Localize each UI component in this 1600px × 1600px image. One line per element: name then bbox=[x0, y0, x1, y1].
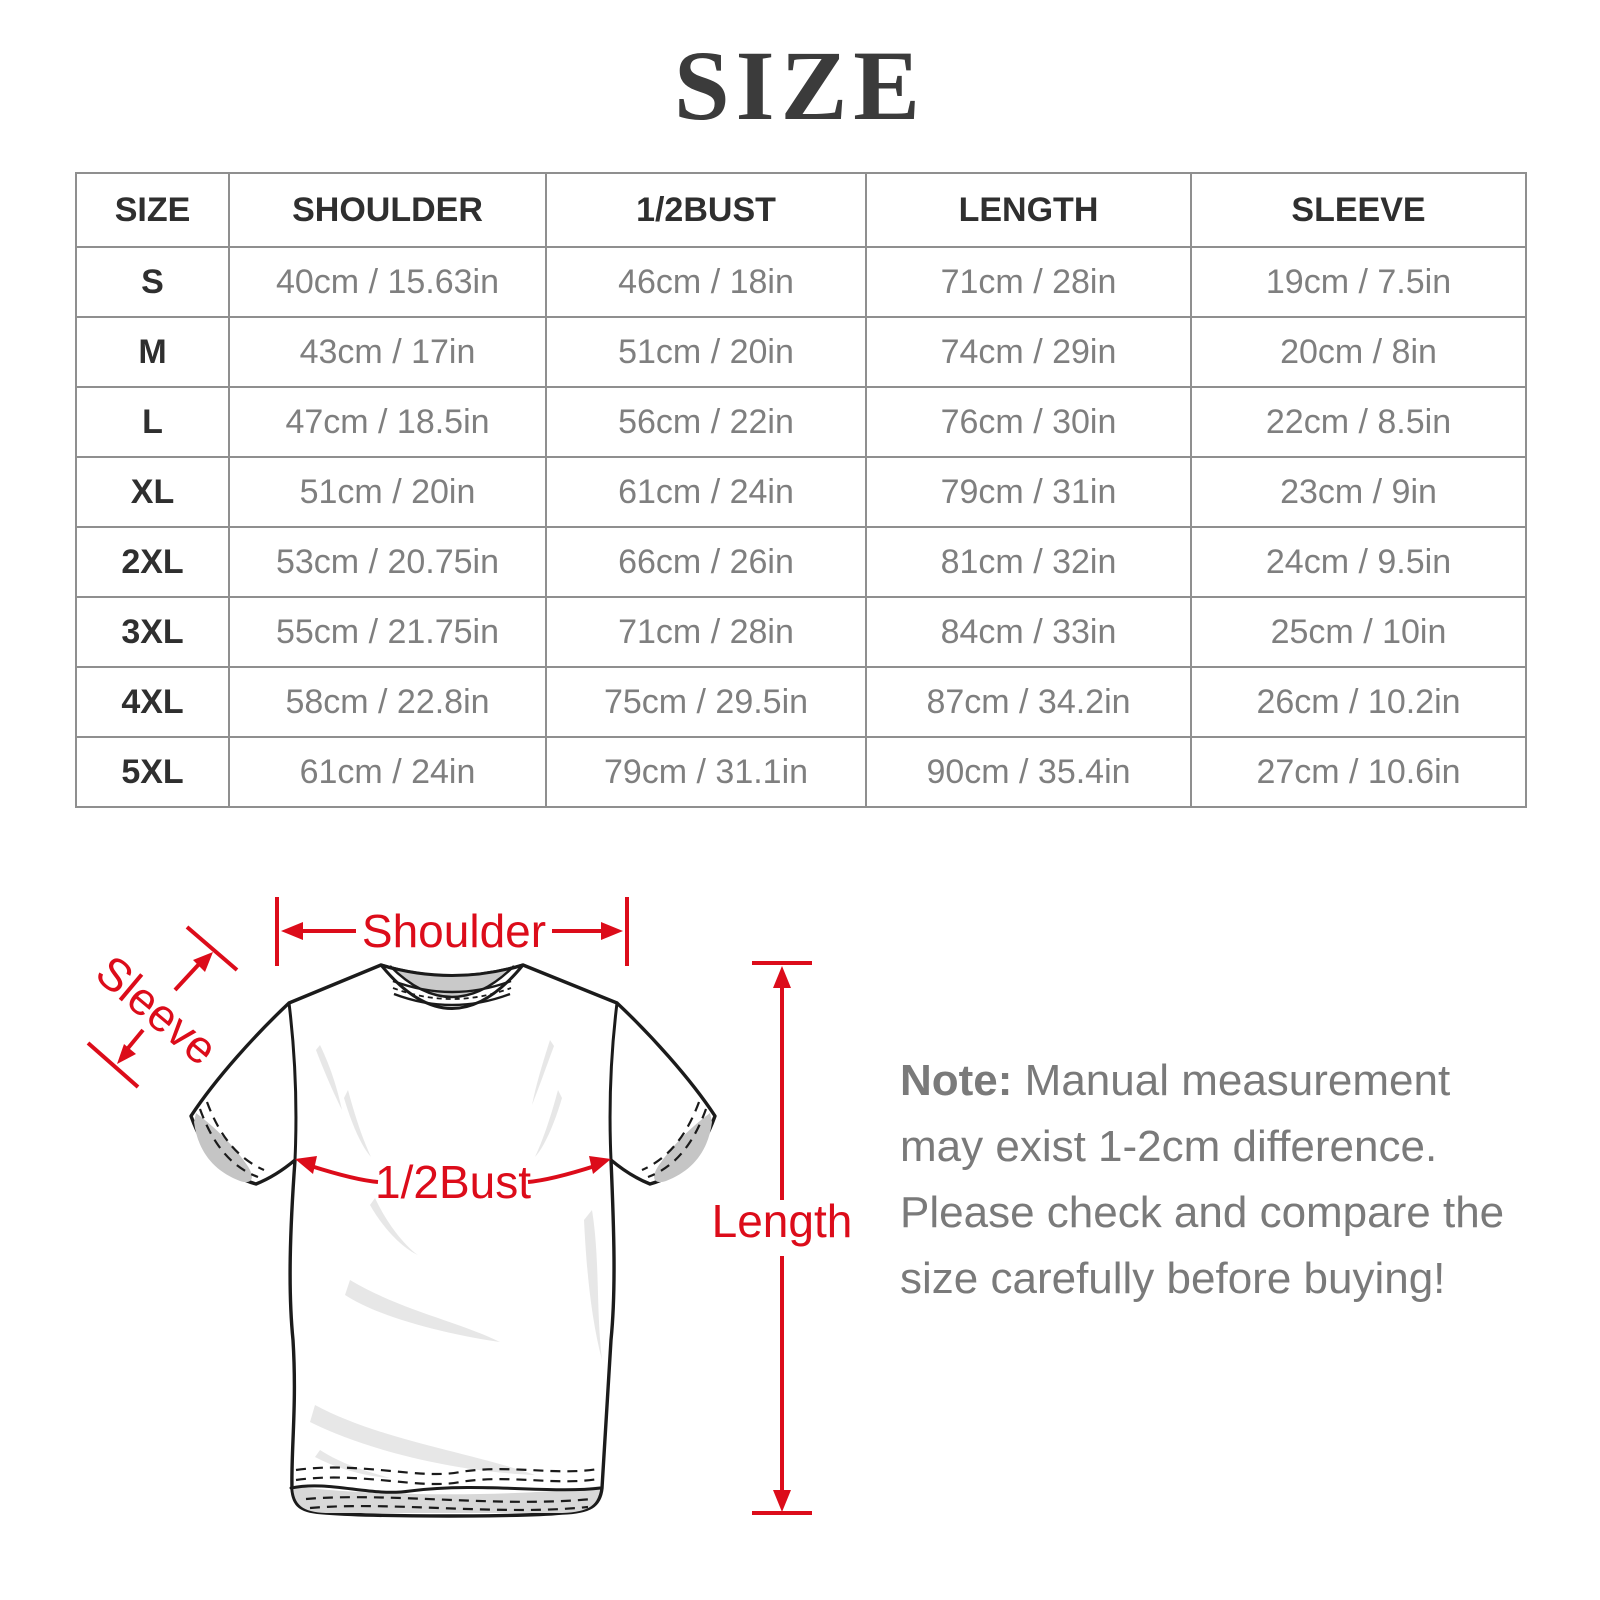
column-header-length: LENGTH bbox=[865, 172, 1192, 248]
measurement-cell: 26cm / 10.2in bbox=[1190, 666, 1527, 738]
collar-stitch-lower bbox=[393, 992, 511, 1007]
arrowhead-left bbox=[295, 1156, 317, 1174]
collar-inner-rim bbox=[389, 965, 515, 999]
measurement-cell: 58cm / 22.8in bbox=[228, 666, 547, 738]
measurement-cell: 46cm / 18in bbox=[545, 246, 867, 318]
hem-stitch-lower-2 bbox=[309, 1504, 589, 1512]
arrowhead-up bbox=[773, 966, 791, 988]
table-row: M 43cm / 17in 51cm / 20in 74cm / 29in 20cm /… bbox=[75, 316, 1527, 388]
size-table-body: S 40cm / 15.63in 46cm / 18in 71cm / 28in 19c… bbox=[75, 246, 1527, 808]
size-cell: 2XL bbox=[75, 526, 230, 598]
measurement-cell: 61cm / 24in bbox=[228, 736, 547, 808]
measurement-cell: 55cm / 21.75in bbox=[228, 596, 547, 668]
measurement-cell: 81cm / 32in bbox=[865, 526, 1192, 598]
table-header-row: SIZE SHOULDER 1/2BUST LENGTH SLEEVE bbox=[75, 172, 1527, 248]
arrowhead-right bbox=[601, 922, 623, 940]
size-table: SIZE SHOULDER 1/2BUST LENGTH SLEEVE S 40c… bbox=[75, 172, 1527, 808]
right-sleeve-seam bbox=[608, 1001, 619, 1162]
collar-stitch-upper bbox=[392, 979, 512, 994]
table-row: XL 51cm / 20in 61cm / 24in 79cm / 31in 23cm … bbox=[75, 456, 1527, 528]
hem bbox=[289, 1466, 603, 1513]
bust-measure-arrow: 1/2Bust bbox=[295, 1156, 611, 1208]
page-title: SIZE bbox=[674, 30, 926, 141]
measurement-cell: 75cm / 29.5in bbox=[545, 666, 867, 738]
shoulder-measure-arrow: Shoulder bbox=[275, 897, 629, 966]
column-header-size: SIZE bbox=[75, 172, 230, 248]
measurement-cell: 47cm / 18.5in bbox=[228, 386, 547, 458]
table-row: 4XL 58cm / 22.8in 75cm / 29.5in 87cm / 34.2… bbox=[75, 666, 1527, 738]
measurement-cell: 51cm / 20in bbox=[545, 316, 867, 388]
table-row: L 47cm / 18.5in 56cm / 22in 76cm / 30in 22cm… bbox=[75, 386, 1527, 458]
measurement-cell: 20cm / 8in bbox=[1190, 316, 1527, 388]
size-cell: 4XL bbox=[75, 666, 230, 738]
arrowhead-up-right bbox=[193, 952, 213, 972]
column-header-shoulder: SHOULDER bbox=[228, 172, 547, 248]
shoulder-label: Shoulder bbox=[362, 905, 546, 957]
measurement-cell: 74cm / 29in bbox=[865, 316, 1192, 388]
tshirt-illustration bbox=[189, 963, 717, 1518]
measurement-cell: 43cm / 17in bbox=[228, 316, 547, 388]
note-text: Note: Manual measurement may exist 1-2cm… bbox=[900, 1048, 1522, 1312]
measurement-cell: 76cm / 30in bbox=[865, 386, 1192, 458]
measurement-cell: 25cm / 10in bbox=[1190, 596, 1527, 668]
measurement-cell: 79cm / 31.1in bbox=[545, 736, 867, 808]
tshirt-measurement-diagram: Shoulder Sleeve 1/2Bust bbox=[86, 897, 853, 1518]
size-cell: M bbox=[75, 316, 230, 388]
measurement-cell: 27cm / 10.6in bbox=[1190, 736, 1527, 808]
arrowhead-down-left bbox=[117, 1044, 136, 1064]
length-measure-arrow: Length bbox=[712, 961, 853, 1515]
size-cell: 3XL bbox=[75, 596, 230, 668]
measurement-cell: 19cm / 7.5in bbox=[1190, 246, 1527, 318]
table-row: S 40cm / 15.63in 46cm / 18in 71cm / 28in 19c… bbox=[75, 246, 1527, 318]
note-body: Manual measurement may exist 1-2cm diffe… bbox=[900, 1056, 1505, 1303]
collar bbox=[379, 963, 525, 1010]
left-cuff bbox=[194, 1101, 265, 1183]
measurement-cell: 79cm / 31in bbox=[865, 456, 1192, 528]
right-cuff bbox=[641, 1101, 712, 1183]
measurement-cell: 71cm / 28in bbox=[865, 246, 1192, 318]
hem-stitch-upper-1 bbox=[295, 1466, 599, 1476]
left-sleeve-seam bbox=[287, 1001, 298, 1162]
measurement-cell: 24cm / 9.5in bbox=[1190, 526, 1527, 598]
column-header-sleeve: SLEEVE bbox=[1190, 172, 1527, 248]
arrowhead-down bbox=[773, 1490, 791, 1512]
hem-fold-line bbox=[289, 1484, 603, 1494]
hem-stitch-upper-2 bbox=[295, 1476, 599, 1486]
note-label: Note: bbox=[900, 1056, 1013, 1105]
arrowhead-right bbox=[589, 1156, 611, 1174]
measurement-cell: 66cm / 26in bbox=[545, 526, 867, 598]
measurement-cell: 56cm / 22in bbox=[545, 386, 867, 458]
bust-label: 1/2Bust bbox=[375, 1156, 531, 1208]
measurement-cell: 61cm / 24in bbox=[545, 456, 867, 528]
tshirt-body-outline bbox=[189, 963, 717, 1518]
measurement-cell: 87cm / 34.2in bbox=[865, 666, 1192, 738]
length-label: Length bbox=[712, 1195, 853, 1247]
table-row: 5XL 61cm / 24in 79cm / 31.1in 90cm / 35.4in… bbox=[75, 736, 1527, 808]
measurement-cell: 71cm / 28in bbox=[545, 596, 867, 668]
measurement-cell: 53cm / 20.75in bbox=[228, 526, 547, 598]
measurement-cell: 22cm / 8.5in bbox=[1190, 386, 1527, 458]
column-header-bust: 1/2BUST bbox=[545, 172, 867, 248]
measurement-cell: 90cm / 35.4in bbox=[865, 736, 1192, 808]
wrinkle-shading bbox=[310, 1040, 602, 1478]
size-cell: XL bbox=[75, 456, 230, 528]
size-cell: S bbox=[75, 246, 230, 318]
collar-stitch-zigzag bbox=[392, 987, 512, 1000]
arrowhead-left bbox=[281, 922, 303, 940]
table-row: 3XL 55cm / 21.75in 71cm / 28in 84cm / 33in 2… bbox=[75, 596, 1527, 668]
size-cell: L bbox=[75, 386, 230, 458]
measurement-cell: 23cm / 9in bbox=[1190, 456, 1527, 528]
table-row: 2XL 53cm / 20.75in 66cm / 26in 81cm / 32in 2… bbox=[75, 526, 1527, 598]
measurement-cell: 51cm / 20in bbox=[228, 456, 547, 528]
sleeve-measure-arrow: Sleeve bbox=[86, 925, 239, 1089]
size-cell: 5XL bbox=[75, 736, 230, 808]
measurement-cell: 84cm / 33in bbox=[865, 596, 1192, 668]
measurement-cell: 40cm / 15.63in bbox=[228, 246, 547, 318]
hem-stitch-lower-1 bbox=[305, 1496, 593, 1503]
